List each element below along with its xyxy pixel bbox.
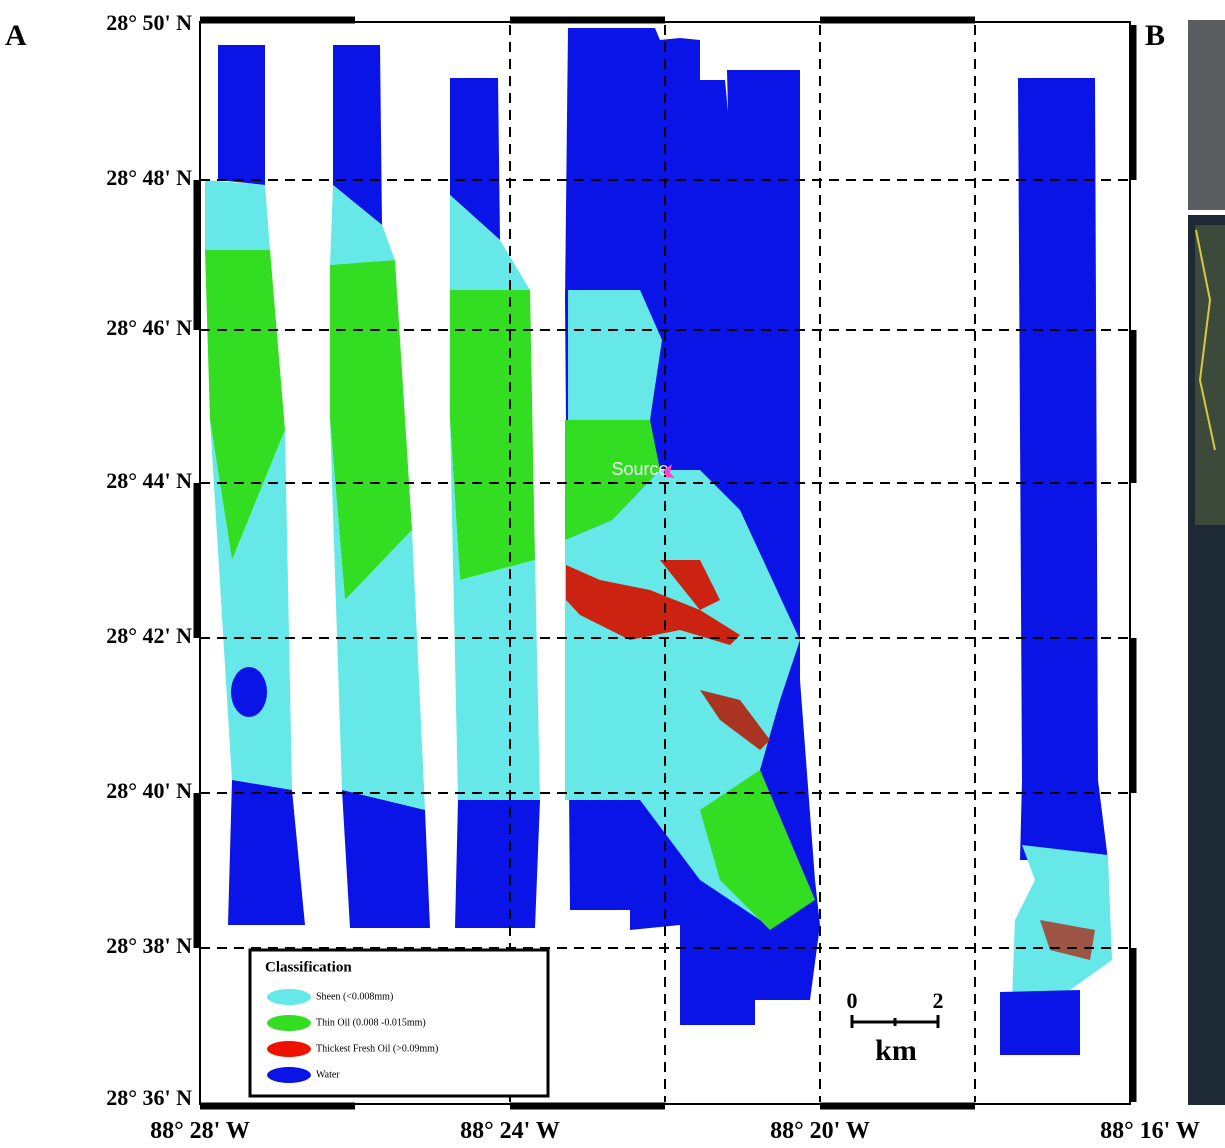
flight-strip: [565, 28, 820, 1025]
scale-unit: km: [875, 1034, 917, 1067]
flight-strip: [450, 78, 540, 928]
panel-label: A: [5, 19, 27, 52]
scale-bar: 0 2 km: [847, 988, 944, 1067]
latitude-label: 28° 42' N: [106, 623, 192, 648]
legend-label: Thickest Fresh Oil (>0.09mm): [316, 1043, 438, 1054]
source-label: Source: [611, 459, 668, 479]
latitude-label: 28° 44' N: [106, 468, 192, 493]
latitude-label: 28° 50' N: [106, 10, 192, 35]
latitude-label: 28° 36' N: [106, 1085, 192, 1110]
longitude-label: 88° 24' W: [460, 1118, 560, 1144]
scale-label: 2: [933, 988, 944, 1013]
panel-label: B: [1145, 19, 1165, 52]
flight-strip: [1000, 78, 1112, 1055]
legend: Classification Sheen (<0.008mm) Thin Oil…: [250, 950, 548, 1096]
longitude-label: 88° 28' W: [150, 1118, 250, 1144]
latitude-label: 28° 40' N: [106, 778, 192, 803]
latitude-label: 28° 48' N: [106, 165, 192, 190]
map-figure: A B 28° 50' N 28° 48' N 28° 46' N 28° 44…: [0, 0, 1225, 1148]
legend-label: Sheen (<0.008mm): [316, 991, 393, 1002]
latitude-label: 28° 38' N: [106, 933, 192, 958]
longitude-label: 88° 16' W: [1100, 1118, 1200, 1144]
scale-label: 0: [847, 988, 858, 1013]
flight-strip: [330, 45, 430, 928]
longitude-label: 88° 20' W: [770, 1118, 870, 1144]
latitude-label: 28° 46' N: [106, 315, 192, 340]
panel-b-image: [1188, 20, 1225, 1105]
legend-label: Water: [316, 1069, 340, 1080]
legend-title: Classification: [265, 959, 352, 975]
legend-label: Thin Oil (0.008 -0.015mm): [316, 1017, 426, 1028]
